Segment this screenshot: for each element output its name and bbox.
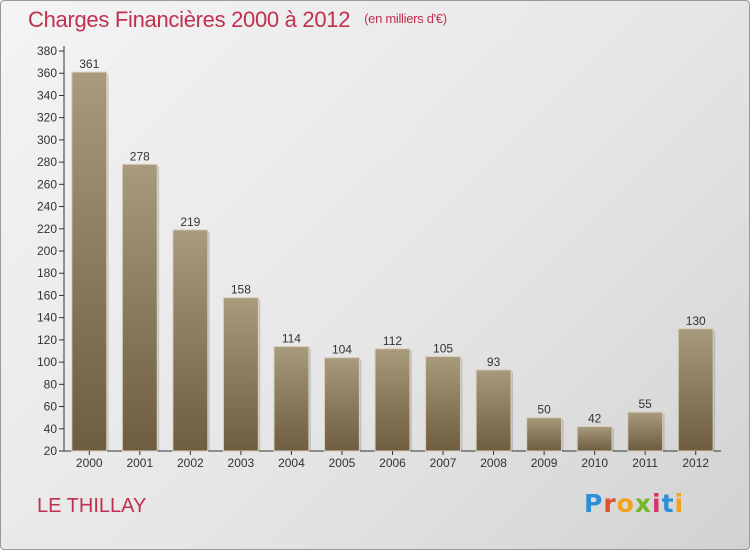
- x-axis-ticks: 2000 2001 2002 2003 2004 2005 2006 2007 2008 2009…: [76, 451, 709, 470]
- bar-2012: [677, 328, 714, 452]
- x-tick-label-2000: 2000: [76, 456, 103, 470]
- y-tick-label: 60: [44, 400, 58, 414]
- bar-2003: [222, 297, 259, 452]
- y-tick-label: 40: [44, 422, 58, 436]
- data-label-2001: 278: [130, 149, 150, 163]
- bar-2009: [526, 417, 563, 452]
- y-tick-label: 300: [37, 133, 57, 147]
- bar-2010: [576, 426, 613, 452]
- x-tick-label-2003: 2003: [228, 456, 255, 470]
- data-label-2006: 112: [383, 334, 402, 348]
- y-tick-label: 160: [37, 288, 57, 302]
- y-tick-label: 120: [37, 333, 57, 347]
- data-label-2012: 130: [686, 314, 706, 328]
- x-tick-label-2012: 2012: [682, 456, 709, 470]
- x-tick-label-2007: 2007: [430, 456, 457, 470]
- data-label-2007: 105: [433, 342, 453, 356]
- x-tick-label-2010: 2010: [581, 456, 608, 470]
- chart-unit: (en milliers d'€): [364, 11, 447, 26]
- x-tick-label-2009: 2009: [531, 456, 558, 470]
- commune-name: LE THILLAY: [37, 495, 147, 517]
- y-tick-label: 100: [37, 355, 57, 369]
- y-tick-label: 280: [37, 155, 57, 169]
- data-label-2003: 158: [231, 283, 251, 297]
- data-label-2011: 55: [639, 397, 653, 411]
- y-tick-label: 200: [37, 244, 57, 258]
- y-tick-label: 340: [37, 88, 57, 102]
- y-tick-label: 180: [37, 266, 57, 280]
- data-label-2004: 114: [282, 332, 301, 346]
- y-tick-label: 140: [37, 311, 57, 325]
- bar-2006: [374, 348, 411, 452]
- bar-2008: [475, 369, 512, 452]
- bar-2004: [273, 346, 310, 452]
- data-label-2002: 219: [180, 215, 200, 229]
- x-tick-label-2008: 2008: [480, 456, 507, 470]
- x-tick-label-2002: 2002: [177, 456, 204, 470]
- data-label-2000: 361: [79, 57, 99, 71]
- x-tick-label-2001: 2001: [126, 456, 153, 470]
- proxiti-logo: Proxiti: [584, 489, 685, 518]
- bar-2002: [172, 229, 209, 452]
- x-tick-label-2006: 2006: [379, 456, 406, 470]
- data-label-2005: 104: [332, 343, 352, 357]
- x-tick-label-2011: 2011: [632, 456, 658, 470]
- y-axis-ticks: 20 40 60 80 100 120 140 160 180 200 220 240 260 280 30…: [37, 44, 64, 458]
- bars: 361 278 219 158 114 104 112 105 93 50 42 55 130: [71, 57, 716, 452]
- x-tick-label-2004: 2004: [278, 456, 305, 470]
- y-tick-label: 220: [37, 222, 57, 236]
- bar-2007: [425, 356, 461, 452]
- bar-2005: [324, 357, 360, 452]
- data-label-2010: 42: [588, 412, 602, 426]
- bar-2001: [121, 163, 158, 452]
- bar-2011: [627, 411, 664, 452]
- y-tick-label: 380: [37, 44, 57, 58]
- y-tick-label: 320: [37, 111, 57, 125]
- chart-title-text: Charges Financières 2000 à 2012: [28, 7, 351, 32]
- bar-2000: [71, 71, 108, 452]
- chart-title: Charges Financières 2000 à 2012 (en milli…: [28, 7, 447, 33]
- y-tick-label: 240: [37, 200, 57, 214]
- y-tick-label: 360: [37, 66, 57, 80]
- y-tick-label: 80: [44, 377, 58, 391]
- data-label-2008: 93: [487, 355, 501, 369]
- y-tick-label: 20: [44, 444, 58, 458]
- y-tick-label: 260: [37, 177, 57, 191]
- data-label-2009: 50: [537, 403, 551, 417]
- x-tick-label-2005: 2005: [329, 456, 356, 470]
